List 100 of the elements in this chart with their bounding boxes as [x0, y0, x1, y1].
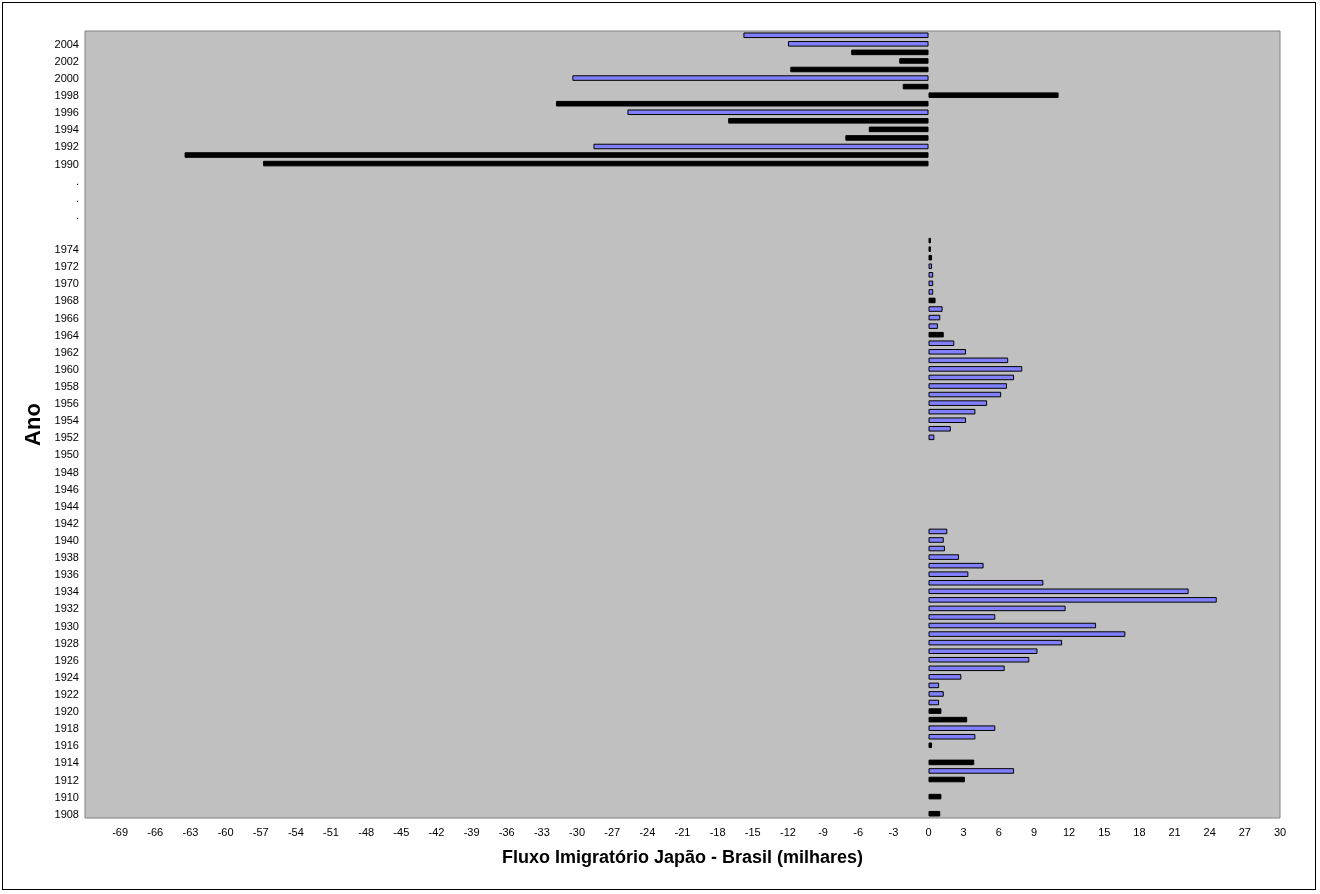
- y-tick-label: 1972: [54, 260, 79, 273]
- bar: [928, 605, 1066, 612]
- y-tick-label: 1990: [54, 157, 79, 170]
- x-tick-label: -45: [393, 825, 410, 838]
- bar: [928, 297, 936, 304]
- x-tick-label: -3: [888, 825, 899, 838]
- bar: [928, 648, 1038, 654]
- bar: [928, 708, 942, 714]
- bar: [899, 58, 929, 64]
- bar: [555, 100, 929, 107]
- bar: [928, 349, 967, 355]
- bar: [928, 400, 988, 406]
- y-tick-label: 1956: [54, 397, 79, 410]
- bar: [790, 66, 929, 73]
- y-tick-label: 1932: [54, 602, 79, 615]
- x-tick-label: 27: [1238, 825, 1251, 838]
- bar: [928, 408, 976, 415]
- bar: [928, 92, 1059, 98]
- x-tick-label: -30: [569, 825, 586, 838]
- bar: [928, 254, 933, 261]
- bar: [928, 528, 948, 535]
- bar: [928, 597, 1217, 603]
- y-tick-label: 1938: [54, 551, 79, 564]
- y-tick-label: 2004: [54, 37, 79, 50]
- bar: [928, 272, 934, 278]
- bar: [928, 366, 1023, 372]
- bar: [928, 289, 934, 295]
- y-tick-label: 1936: [54, 568, 79, 581]
- y-tick-label: .: [75, 174, 79, 187]
- bar: [928, 391, 1002, 398]
- bar: [928, 426, 951, 432]
- y-tick-label: 2000: [54, 72, 79, 85]
- bar: [928, 545, 945, 552]
- y-tick-label: 1970: [54, 277, 79, 290]
- bar: [928, 579, 1044, 586]
- y-tick-label: 1922: [54, 687, 79, 700]
- x-tick-label: -24: [639, 825, 656, 838]
- bar: [184, 152, 929, 158]
- bar: [728, 118, 929, 124]
- y-tick-label: 1944: [54, 499, 79, 512]
- x-tick-label: 6: [995, 825, 1002, 838]
- x-tick-label: -51: [323, 825, 339, 838]
- x-tick-label: -42: [428, 825, 445, 838]
- bar: [928, 306, 943, 312]
- y-tick-label: 1950: [54, 448, 79, 461]
- y-tick-label: 1964: [54, 328, 79, 341]
- bar: [627, 109, 929, 116]
- bar: [928, 725, 996, 731]
- y-tick-label: 1914: [54, 756, 79, 769]
- x-tick-label: 0: [925, 825, 932, 838]
- y-tick-label: 1942: [54, 516, 79, 529]
- x-tick-label: -9: [818, 825, 828, 838]
- bar: [743, 32, 929, 39]
- bar: [928, 691, 944, 697]
- bar: [868, 126, 929, 133]
- bar: [263, 160, 929, 167]
- bar: [928, 665, 1005, 672]
- x-tick-label: 12: [1062, 825, 1076, 838]
- x-tick-label: -21: [674, 825, 691, 838]
- bar: [928, 331, 944, 338]
- bar: [928, 537, 944, 543]
- x-tick-label: 24: [1203, 825, 1216, 838]
- y-axis-title: Ano: [20, 403, 46, 446]
- bar: [928, 793, 942, 800]
- y-tick-label: 1948: [54, 465, 79, 478]
- bar: [928, 631, 1126, 637]
- bar: [928, 554, 959, 560]
- y-tick-label: 1916: [54, 739, 79, 752]
- y-tick-label: 1924: [54, 670, 79, 683]
- bar: [928, 434, 935, 441]
- x-tick-label: 30: [1273, 825, 1287, 838]
- x-tick-label: 9: [1030, 825, 1038, 838]
- y-tick-label: 1910: [54, 790, 79, 803]
- x-tick-label: -66: [147, 825, 164, 838]
- bar: [928, 340, 955, 347]
- bar: [928, 810, 941, 817]
- bar: [928, 374, 1015, 381]
- x-tick-label: -18: [709, 825, 726, 838]
- x-tick-label: -12: [779, 825, 796, 838]
- y-tick-label: 1952: [54, 431, 79, 444]
- x-tick-label: -39: [463, 825, 480, 838]
- x-tick-label: -48: [358, 825, 375, 838]
- bar: [845, 135, 929, 141]
- bar: [928, 776, 965, 783]
- bar: [851, 49, 929, 56]
- x-tick-label: -54: [287, 825, 304, 838]
- bar: [928, 674, 962, 680]
- x-tick-label: -63: [182, 825, 199, 838]
- bar: [928, 699, 940, 706]
- bar: [928, 280, 934, 287]
- x-tick-label: 3: [960, 825, 967, 838]
- x-tick-label: -36: [498, 825, 515, 838]
- y-tick-label: 1998: [54, 89, 79, 102]
- y-tick-label: 2002: [54, 54, 79, 67]
- y-tick-label: 1940: [54, 533, 79, 546]
- bar: [928, 656, 1030, 663]
- bar: [928, 263, 933, 270]
- x-tick-label: -69: [112, 825, 129, 838]
- bar: [928, 314, 941, 321]
- x-tick-label: -15: [744, 825, 761, 838]
